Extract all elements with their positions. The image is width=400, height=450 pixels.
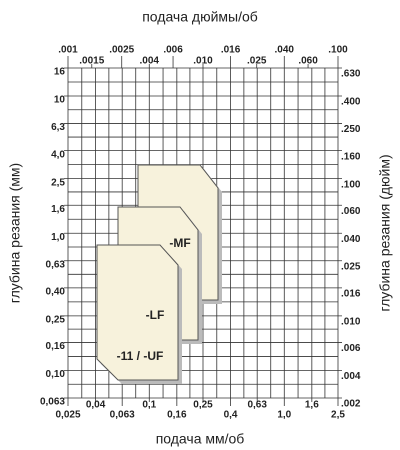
y2-tick-label: .060 [341, 206, 361, 217]
region [96, 244, 179, 381]
x-tick-label: 1,6 [305, 400, 319, 411]
region-label: -11 / -UF [117, 349, 164, 363]
y-tick-label: 6,3 [51, 122, 65, 133]
x2-tick-label: .006 [163, 45, 183, 56]
y-tick-label: 1,6 [51, 204, 65, 215]
x-axis-label: подача мм/об [156, 431, 245, 447]
x2-tick-label: .060 [298, 56, 318, 67]
y-tick-label: 0,063 [40, 397, 65, 408]
y2-tick-label: .002 [341, 399, 361, 410]
y-tick-label: 0,63 [46, 259, 66, 270]
y-tick-label: 16 [54, 67, 66, 78]
x-tick-label: 0,4 [224, 410, 238, 421]
y-axis-label: глубина резания (мм) [7, 163, 23, 303]
x2-tick-label: .100 [328, 45, 348, 56]
y2-tick-label: .100 [341, 179, 361, 190]
y-tick-label: 0,25 [46, 314, 66, 325]
y2-tick-label: .160 [341, 151, 361, 162]
y-tick-label: 0,40 [46, 286, 66, 297]
y-tick-label: 0,16 [46, 341, 66, 352]
y2-tick-label: .400 [341, 97, 361, 108]
x2-tick-label: .040 [275, 45, 295, 56]
x2-tick-label: .004 [140, 56, 160, 67]
x-tick-label: 2,5 [331, 410, 345, 421]
x2-tick-label: .025 [247, 56, 267, 67]
y2-tick-label: .004 [341, 371, 361, 382]
y-tick-label: 1,0 [51, 232, 65, 243]
y2-tick-label: .016 [341, 288, 361, 299]
region-label: -MF [169, 236, 190, 250]
y-tick-label: 2,5 [51, 177, 65, 188]
y-tick-label: 10 [54, 95, 66, 106]
grid [64, 56, 342, 406]
x-tick-label: 1,0 [277, 410, 291, 421]
y2-axis-label: глубина резания (дюйм) [377, 154, 393, 311]
y-tick-label: 4,0 [51, 149, 65, 160]
y2-tick-label: .040 [341, 234, 361, 245]
y2-tick-label: .006 [341, 343, 361, 354]
x2-tick-label: .0025 [109, 45, 134, 56]
x-tick-label: 0,04 [86, 400, 106, 411]
y-tick-label: 0,10 [46, 369, 66, 380]
x2-tick-label: .016 [221, 45, 241, 56]
x-tick-label: 0,25 [193, 400, 213, 411]
y2-tick-label: .010 [341, 316, 361, 327]
x2-tick-label: .001 [58, 45, 78, 56]
x-tick-label: 0,63 [247, 400, 267, 411]
x2-tick-label: .0015 [79, 56, 104, 67]
y2-tick-label: .025 [341, 261, 361, 272]
x-tick-label: 0,025 [55, 410, 80, 421]
regions: -MF -LF -11 / -UF [96, 164, 222, 384]
y2-tick-label: .630 [341, 69, 361, 80]
y2-tick-label: .250 [341, 124, 361, 135]
x-tick-label: 0,16 [167, 410, 187, 421]
region-label: -LF [146, 308, 165, 322]
x-tick-label: 0,063 [110, 410, 135, 421]
x2-tick-label: .010 [193, 56, 213, 67]
chart-title: подача дюймы/об [142, 9, 258, 25]
x-tick-label: 0,1 [142, 400, 156, 411]
